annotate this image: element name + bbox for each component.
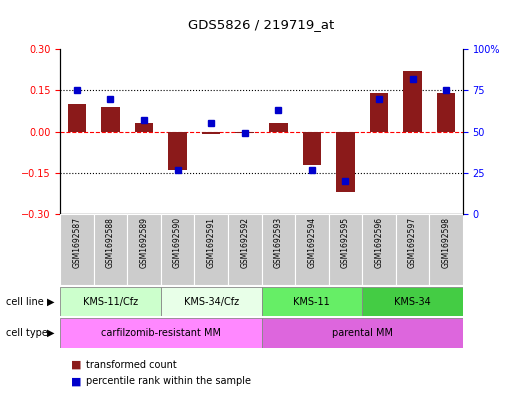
Bar bbox=[262, 287, 362, 316]
Bar bbox=[94, 214, 127, 285]
Text: GSM1692590: GSM1692590 bbox=[173, 217, 182, 268]
Text: GSM1692588: GSM1692588 bbox=[106, 217, 115, 268]
Bar bbox=[362, 287, 463, 316]
Text: GSM1692592: GSM1692592 bbox=[240, 217, 249, 268]
Text: GSM1692594: GSM1692594 bbox=[308, 217, 316, 268]
Text: GDS5826 / 219719_at: GDS5826 / 219719_at bbox=[188, 18, 335, 31]
Bar bbox=[295, 214, 328, 285]
Bar bbox=[336, 132, 355, 192]
Text: GSM1692598: GSM1692598 bbox=[441, 217, 451, 268]
Text: KMS-11: KMS-11 bbox=[293, 297, 330, 307]
Text: carfilzomib-resistant MM: carfilzomib-resistant MM bbox=[101, 328, 221, 338]
Bar bbox=[429, 214, 463, 285]
Text: GSM1692587: GSM1692587 bbox=[72, 217, 82, 268]
Bar bbox=[161, 287, 262, 316]
Bar bbox=[262, 214, 295, 285]
Text: KMS-34/Cfz: KMS-34/Cfz bbox=[184, 297, 238, 307]
Text: parental MM: parental MM bbox=[332, 328, 393, 338]
Text: KMS-34: KMS-34 bbox=[394, 297, 431, 307]
Bar bbox=[101, 107, 120, 132]
Text: GSM1692597: GSM1692597 bbox=[408, 217, 417, 268]
Bar bbox=[362, 214, 396, 285]
Text: GSM1692596: GSM1692596 bbox=[374, 217, 383, 268]
Text: percentile rank within the sample: percentile rank within the sample bbox=[86, 376, 251, 386]
Bar bbox=[67, 104, 86, 132]
Text: ▶: ▶ bbox=[47, 328, 54, 338]
Bar bbox=[127, 214, 161, 285]
Bar bbox=[328, 214, 362, 285]
Bar bbox=[403, 71, 422, 132]
Text: cell type: cell type bbox=[6, 328, 48, 338]
Bar bbox=[161, 214, 195, 285]
Text: cell line: cell line bbox=[6, 297, 44, 307]
Text: KMS-11/Cfz: KMS-11/Cfz bbox=[83, 297, 138, 307]
Bar bbox=[303, 132, 321, 165]
Text: transformed count: transformed count bbox=[86, 360, 177, 370]
Bar bbox=[168, 132, 187, 170]
Text: ▶: ▶ bbox=[47, 297, 54, 307]
Text: ■: ■ bbox=[71, 360, 81, 370]
Bar bbox=[60, 318, 262, 348]
Bar bbox=[396, 214, 429, 285]
Bar bbox=[262, 318, 463, 348]
Bar bbox=[437, 93, 456, 132]
Bar bbox=[60, 214, 94, 285]
Bar bbox=[60, 287, 161, 316]
Bar bbox=[195, 214, 228, 285]
Bar bbox=[370, 93, 388, 132]
Bar bbox=[235, 132, 254, 133]
Bar bbox=[135, 123, 153, 132]
Text: ■: ■ bbox=[71, 376, 81, 386]
Text: GSM1692595: GSM1692595 bbox=[341, 217, 350, 268]
Text: GSM1692591: GSM1692591 bbox=[207, 217, 215, 268]
Bar bbox=[202, 132, 220, 134]
Text: GSM1692593: GSM1692593 bbox=[274, 217, 283, 268]
Text: GSM1692589: GSM1692589 bbox=[140, 217, 149, 268]
Bar bbox=[269, 123, 288, 132]
Bar bbox=[228, 214, 262, 285]
